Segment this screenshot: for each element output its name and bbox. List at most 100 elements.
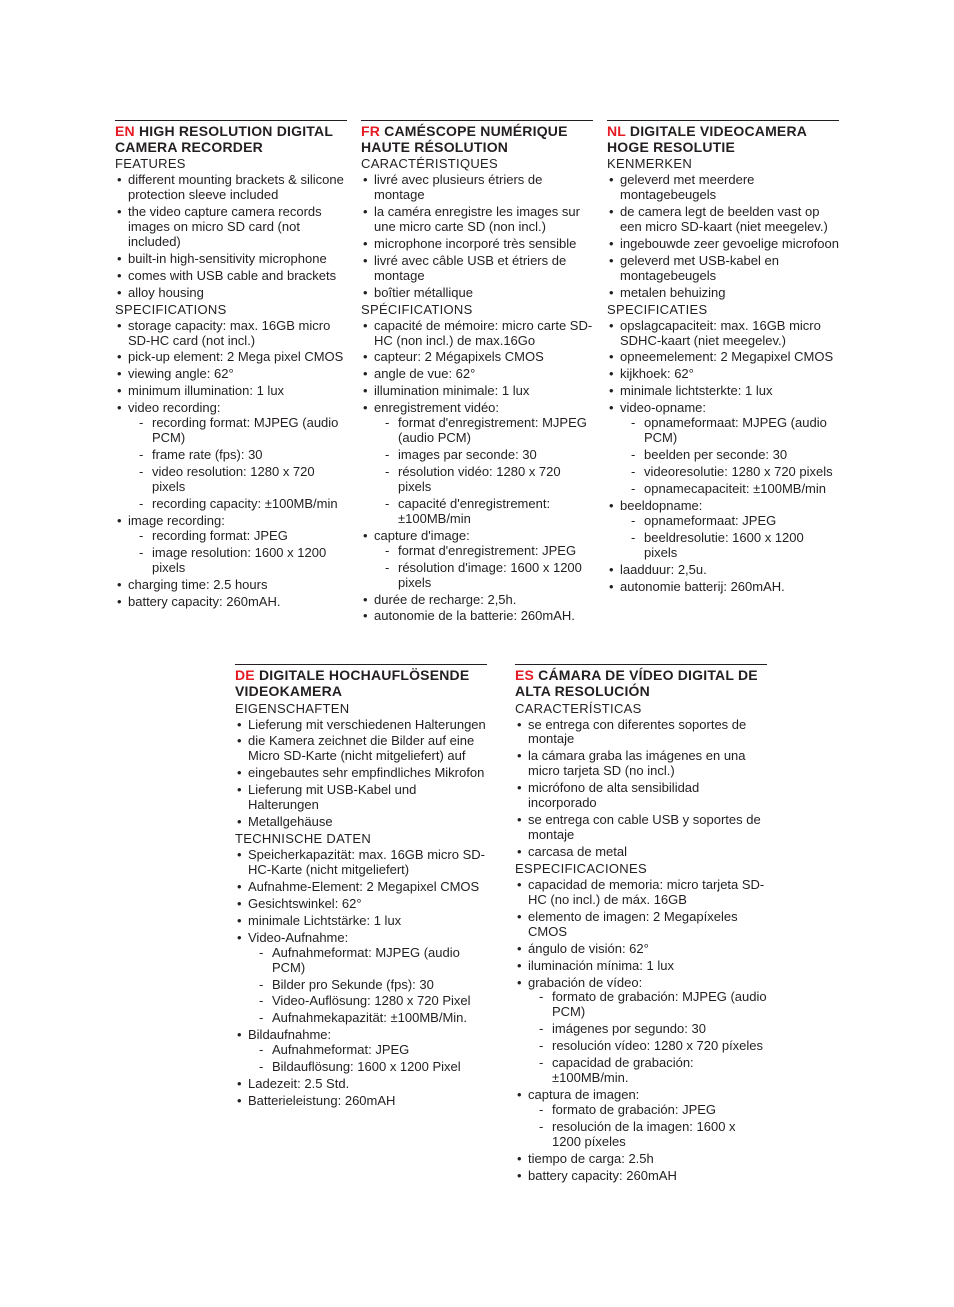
title-text-nl: DIGITALE VIDEOCAMERA HOGE RESOLUTIE	[607, 123, 807, 155]
list-item: angle de vue: 62°	[374, 367, 593, 382]
list-item: Aufnahmekapazität: ±100MB/Min.	[272, 1011, 487, 1026]
list-item: capture d'image: format d'enregistrement…	[374, 529, 593, 591]
lang-code-en: EN	[115, 123, 135, 139]
list-item: Ladezeit: 2.5 Std.	[248, 1077, 487, 1092]
specs-list-nl: opslagcapaciteit: max. 16GB micro SDHC-k…	[607, 319, 839, 595]
row-top: EN HIGH RESOLUTION DIGITAL CAMERA RECORD…	[115, 120, 839, 626]
features-list-es: se entrega con diferentes soportes de mo…	[515, 718, 767, 860]
list-item: storage capacity: max. 16GB micro SD-HC …	[128, 319, 347, 349]
list-item: captura de imagen: formato de grabación:…	[528, 1088, 767, 1150]
list-item: opnameformaat: JPEG	[644, 514, 839, 529]
col-de: DE DIGITALE HOCHAUFLÖSENDE VIDEOKAMERA E…	[235, 664, 487, 1185]
title-text-de: DIGITALE HOCHAUFLÖSENDE VIDEOKAMERA	[235, 667, 469, 699]
list-item: opnameformaat: MJPEG (audio PCM)	[644, 416, 839, 446]
list-item: iluminación mínima: 1 lux	[528, 959, 767, 974]
list-item: opnamecapaciteit: ±100MB/min	[644, 482, 839, 497]
list-item: capacité de mémoire: micro carte SD-HC (…	[374, 319, 593, 349]
features-list-en: different mounting brackets & silicone p…	[115, 173, 347, 301]
col-nl: NL DIGITALE VIDEOCAMERA HOGE RESOLUTIE K…	[607, 120, 839, 626]
specs-list-es: capacidad de memoria: micro tarjeta SD-H…	[515, 878, 767, 1184]
list-item: resolución de la imagen: 1600 x 1200 píx…	[552, 1120, 767, 1150]
section-specs-de: TECHNISCHE DATEN	[235, 832, 487, 847]
section-features-en: FEATURES	[115, 157, 347, 172]
list-item: Aufnahmeformat: MJPEG (audio PCM)	[272, 946, 487, 976]
features-list-nl: geleverd met meerdere montagebeugels de …	[607, 173, 839, 301]
list-item: autonomie de la batterie: 260mAH.	[374, 609, 593, 624]
title-fr: FR CAMÉSCOPE NUMÉRIQUE HAUTE RÉSOLUTION	[361, 123, 593, 155]
list-item: recording capacity: ±100MB/min	[152, 497, 347, 512]
specs-list-de: Speicherkapazität: max. 16GB micro SD-HC…	[235, 848, 487, 1109]
list-item: Bildaufnahme: Aufnahmeformat: JPEG Bilda…	[248, 1028, 487, 1075]
image-recording-sublist: Aufnahmeformat: JPEG Bildauflösung: 1600…	[248, 1043, 487, 1075]
list-item: Video-Auflösung: 1280 x 720 Pixel	[272, 994, 487, 1009]
image-recording-label: image recording:	[128, 513, 225, 528]
list-item: kijkhoek: 62°	[620, 367, 839, 382]
list-item: capacidad de memoria: micro tarjeta SD-H…	[528, 878, 767, 908]
list-item: boîtier métallique	[374, 286, 593, 301]
list-item: carcasa de metal	[528, 845, 767, 860]
list-item: different mounting brackets & silicone p…	[128, 173, 347, 203]
section-specs-es: ESPECIFICACIONES	[515, 862, 767, 877]
list-item: beeldopname: opnameformaat: JPEG beeldre…	[620, 499, 839, 561]
list-item: beeldresolutie: 1600 x 1200 pixels	[644, 531, 839, 561]
image-recording-label: beeldopname:	[620, 498, 702, 513]
lang-code-de: DE	[235, 667, 255, 683]
video-recording-sublist: format d'enregistrement: MJPEG (audio PC…	[374, 416, 593, 527]
list-item: minimale Lichtstärke: 1 lux	[248, 914, 487, 929]
features-list-de: Lieferung mit verschiedenen Halterungen …	[235, 718, 487, 831]
list-item: durée de recharge: 2,5h.	[374, 593, 593, 608]
title-text-es: CÁMARA DE VÍDEO DIGITAL DE ALTA RESOLUCI…	[515, 667, 758, 699]
list-item: résolution d'image: 1600 x 1200 pixels	[398, 561, 593, 591]
list-item: Speicherkapazität: max. 16GB micro SD-HC…	[248, 848, 487, 878]
list-item: la cámara graba las imágenes en una micr…	[528, 749, 767, 779]
specs-list-fr: capacité de mémoire: micro carte SD-HC (…	[361, 319, 593, 625]
list-item: built-in high-sensitivity microphone	[128, 252, 347, 267]
lang-code-nl: NL	[607, 123, 626, 139]
list-item: opneemelement: 2 Megapixel CMOS	[620, 350, 839, 365]
specs-list-en: storage capacity: max. 16GB micro SD-HC …	[115, 319, 347, 610]
list-item: Lieferung mit USB-Kabel und Halterungen	[248, 783, 487, 813]
list-item: résolution vidéo: 1280 x 720 pixels	[398, 465, 593, 495]
list-item: enregistrement vidéo: format d'enregistr…	[374, 401, 593, 527]
list-item: battery capacity: 260mAH	[528, 1169, 767, 1184]
list-item: minimale lichtsterkte: 1 lux	[620, 384, 839, 399]
list-item: the video capture camera records images …	[128, 205, 347, 250]
list-item: tiempo de carga: 2.5h	[528, 1152, 767, 1167]
list-item: battery capacity: 260mAH.	[128, 595, 347, 610]
video-recording-label: video-opname:	[620, 400, 706, 415]
lang-code-es: ES	[515, 667, 534, 683]
list-item: Batterieleistung: 260mAH	[248, 1094, 487, 1109]
list-item: comes with USB cable and brackets	[128, 269, 347, 284]
list-item: micrófono de alta sensibilidad incorpora…	[528, 781, 767, 811]
section-features-fr: CARACTÉRISTIQUES	[361, 157, 593, 172]
title-text-fr: CAMÉSCOPE NUMÉRIQUE HAUTE RÉSOLUTION	[361, 123, 568, 155]
section-specs-nl: SPECIFICATIES	[607, 303, 839, 318]
list-item: format d'enregistrement: JPEG	[398, 544, 593, 559]
video-recording-label: Video-Aufnahme:	[248, 930, 348, 945]
image-recording-sublist: recording format: JPEG image resolution:…	[128, 529, 347, 576]
list-item: video resolution: 1280 x 720 pixels	[152, 465, 347, 495]
list-item: autonomie batterij: 260mAH.	[620, 580, 839, 595]
section-features-de: EIGENSCHAFTEN	[235, 702, 487, 717]
list-item: image resolution: 1600 x 1200 pixels	[152, 546, 347, 576]
list-item: Bilder pro Sekunde (fps): 30	[272, 978, 487, 993]
video-recording-sublist: formato de grabación: MJPEG (audio PCM) …	[528, 990, 767, 1086]
title-de: DE DIGITALE HOCHAUFLÖSENDE VIDEOKAMERA	[235, 667, 487, 699]
image-recording-sublist: opnameformaat: JPEG beeldresolutie: 1600…	[620, 514, 839, 561]
video-recording-label: grabación de vídeo:	[528, 975, 642, 990]
list-item: ángulo de visión: 62°	[528, 942, 767, 957]
list-item: se entrega con diferentes soportes de mo…	[528, 718, 767, 748]
title-nl: NL DIGITALE VIDEOCAMERA HOGE RESOLUTIE	[607, 123, 839, 155]
list-item: grabación de vídeo: formato de grabación…	[528, 976, 767, 1087]
list-item: formato de grabación: JPEG	[552, 1103, 767, 1118]
list-item: geleverd met meerdere montagebeugels	[620, 173, 839, 203]
list-item: resolución vídeo: 1280 x 720 píxeles	[552, 1039, 767, 1054]
features-list-fr: livré avec plusieurs étriers de montage …	[361, 173, 593, 301]
list-item: formato de grabación: MJPEG (audio PCM)	[552, 990, 767, 1020]
list-item: Bildauflösung: 1600 x 1200 Pixel	[272, 1060, 487, 1075]
list-item: geleverd met USB-kabel en montagebeugels	[620, 254, 839, 284]
list-item: images par seconde: 30	[398, 448, 593, 463]
image-recording-label: capture d'image:	[374, 528, 470, 543]
col-en: EN HIGH RESOLUTION DIGITAL CAMERA RECORD…	[115, 120, 347, 626]
list-item: charging time: 2.5 hours	[128, 578, 347, 593]
